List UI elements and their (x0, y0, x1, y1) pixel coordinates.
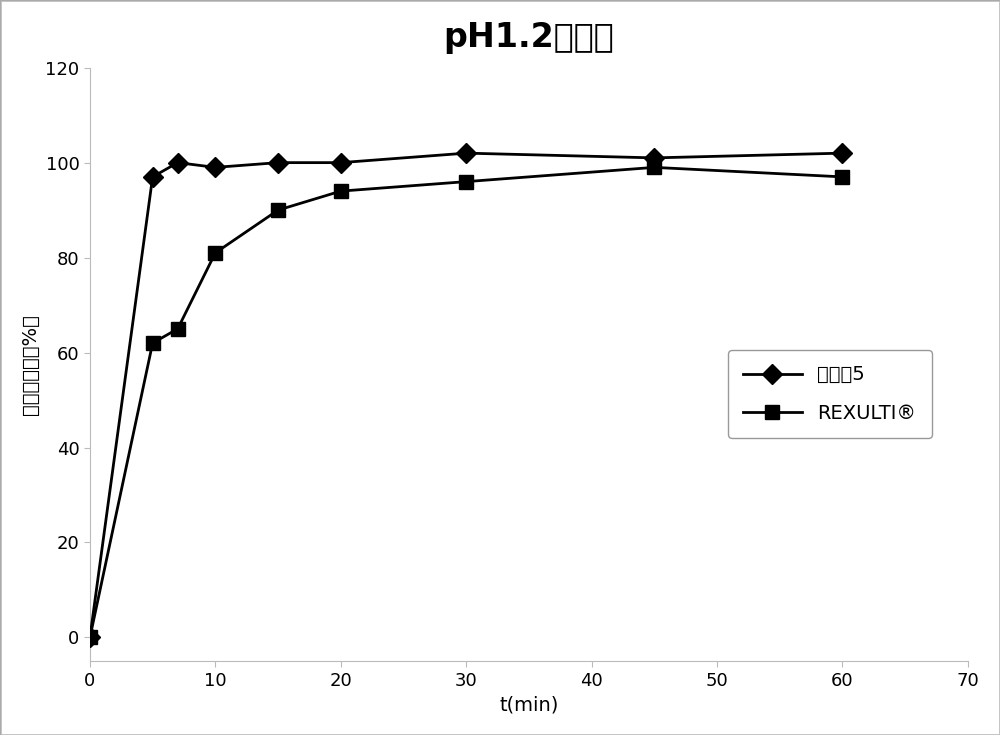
实施例5 (272, 158, 284, 167)
REXULTI® (836, 173, 848, 182)
实施例5 (836, 148, 848, 157)
实施例5 (335, 158, 347, 167)
实施例5 (648, 154, 660, 162)
REXULTI® (172, 324, 184, 333)
实施例5 (84, 633, 96, 642)
REXULTI® (648, 163, 660, 172)
REXULTI® (272, 206, 284, 215)
X-axis label: t(min): t(min) (499, 695, 559, 714)
实施例5 (209, 163, 221, 172)
实施例5 (460, 148, 472, 157)
Line: REXULTI®: REXULTI® (83, 160, 849, 645)
REXULTI® (460, 177, 472, 186)
Y-axis label: 累积溶出度（%）: 累积溶出度（%） (21, 314, 40, 415)
实施例5 (172, 158, 184, 167)
Line: 实施例5: 实施例5 (83, 146, 849, 645)
REXULTI® (209, 248, 221, 257)
实施例5 (147, 173, 159, 182)
Legend: 实施例5, REXULTI®: 实施例5, REXULTI® (728, 350, 932, 438)
Title: pH1.2稀盐酸: pH1.2稀盐酸 (443, 21, 614, 54)
REXULTI® (84, 633, 96, 642)
REXULTI® (335, 187, 347, 196)
REXULTI® (147, 339, 159, 348)
